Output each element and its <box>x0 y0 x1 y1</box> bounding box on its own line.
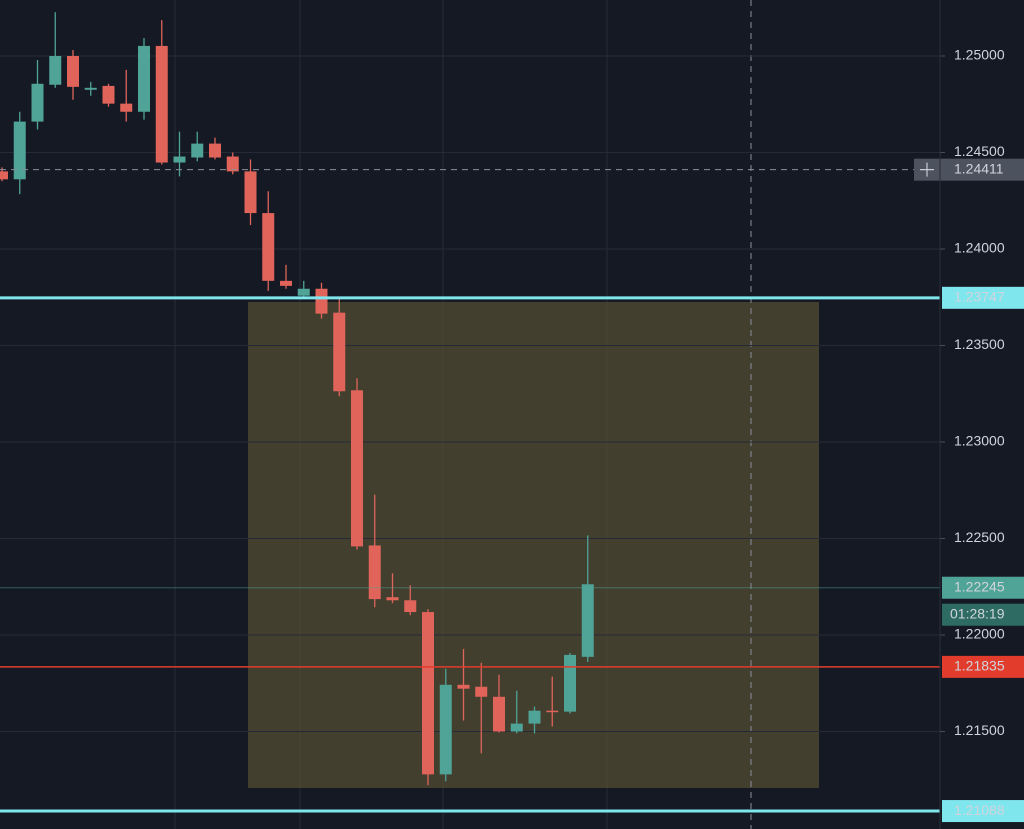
price-tag <box>942 576 1024 599</box>
y-tick-label: 1.22500 <box>954 529 1005 545</box>
candle-body <box>368 545 381 600</box>
candle-body <box>386 597 399 601</box>
price-tag-label: 1.21835 <box>954 658 1005 674</box>
price-tag <box>942 655 1024 678</box>
candle-body <box>404 600 417 613</box>
price-tag-label: 1.22245 <box>954 578 1005 594</box>
candle-body <box>49 55 62 85</box>
price-tag-label: 1.23747 <box>954 289 1005 305</box>
candle-body <box>31 83 44 122</box>
y-tick-label: 1.23000 <box>954 433 1005 449</box>
y-tick-label: 1.25000 <box>954 47 1005 63</box>
candle-body <box>439 684 452 775</box>
candle-body <box>297 288 310 296</box>
price-tag-label: 1.21088 <box>954 802 1005 818</box>
candle-body <box>209 143 221 158</box>
price-tag <box>942 800 1024 823</box>
candle-body <box>581 584 594 657</box>
crosshair-tag <box>914 158 1024 181</box>
candle-body <box>173 156 186 163</box>
candle-body <box>564 654 576 712</box>
candle-body <box>528 710 541 724</box>
candle-body <box>457 684 470 689</box>
candle-body <box>493 696 505 732</box>
candle-body <box>422 612 434 775</box>
candle-body <box>510 723 523 732</box>
y-tick-label: 1.22000 <box>954 626 1005 642</box>
candle-body <box>84 87 97 90</box>
candle-body <box>546 710 559 713</box>
crosshair-label: 1.24411 <box>954 160 1004 176</box>
candle-body <box>351 390 363 547</box>
candle-body <box>315 288 328 314</box>
candle-body <box>262 213 275 281</box>
y-tick-label: 1.24500 <box>954 143 1005 159</box>
price-tag <box>942 286 1024 309</box>
y-tick-label: 1.21500 <box>954 722 1005 738</box>
y-tick-label: 1.23500 <box>954 336 1005 352</box>
candle-body <box>475 686 488 697</box>
candle-body <box>120 103 133 112</box>
crosshair-icon <box>920 162 934 177</box>
candle-body <box>0 171 8 180</box>
countdown-label: 01:28:19 <box>950 605 1005 621</box>
plot-layer: 1.21500 1.22000 1.22500 1.23000 1.23500 1.240… <box>0 12 1024 823</box>
countdown-tag <box>942 603 1024 626</box>
candle-body <box>226 156 239 172</box>
candle-body <box>13 121 26 180</box>
candle-body <box>155 45 168 163</box>
candle-body <box>280 280 292 286</box>
y-tick-label: 1.24000 <box>954 240 1005 256</box>
candle-body <box>102 85 115 104</box>
candle-body <box>333 312 346 392</box>
candle-body <box>244 171 257 214</box>
candle-body <box>191 143 204 158</box>
candle-body <box>67 55 79 87</box>
candle-body <box>138 45 150 112</box>
